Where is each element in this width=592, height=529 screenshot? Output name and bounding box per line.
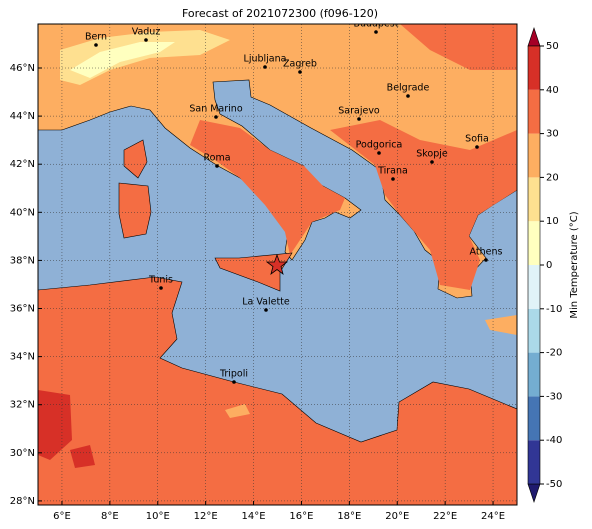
city-dot xyxy=(391,177,395,181)
colorbar-tick-label: 30 xyxy=(546,129,559,140)
location-star xyxy=(265,253,289,276)
x-tick-label: 12°E xyxy=(194,511,218,522)
city-label: Tripoli xyxy=(219,369,248,380)
city-label: Bern xyxy=(85,32,107,43)
x-tick-label: 24°E xyxy=(481,511,505,522)
graticule xyxy=(38,24,517,505)
x-tick-label: 14°E xyxy=(242,511,266,522)
hot-zone xyxy=(38,390,72,460)
city-label: Vaduz xyxy=(132,27,161,38)
warm-zone xyxy=(400,24,517,70)
city-label: Skopje xyxy=(416,149,448,160)
colorbar-band xyxy=(528,352,540,397)
colorbar-band xyxy=(528,221,540,265)
city-label: Zagreb xyxy=(283,59,317,70)
x-tick-label: 8°E xyxy=(101,511,119,522)
city-label: La Valette xyxy=(242,297,290,308)
city-label: Sarajevo xyxy=(338,106,380,117)
sardinia xyxy=(118,182,152,239)
title: Forecast of 2021072300 (f096-120) xyxy=(182,7,378,20)
x-tick-label: 10°E xyxy=(146,511,170,522)
warm-zone xyxy=(190,120,345,255)
city-label: Ljubljana xyxy=(244,54,287,65)
colorbar-band xyxy=(528,177,540,222)
cold-zone xyxy=(70,42,175,78)
city-label: Belgrade xyxy=(387,83,430,94)
colorbar-tick-label: 10 xyxy=(546,216,559,227)
colorbar-tick-label: -40 xyxy=(546,435,562,446)
y-tick-label: 34°N xyxy=(10,352,35,363)
corsica xyxy=(123,139,148,179)
city-dot xyxy=(374,30,378,34)
map-frame xyxy=(37,23,518,506)
x-tick-label: 6°E xyxy=(53,511,71,522)
x-tick-label: 18°E xyxy=(337,511,361,522)
city-dot xyxy=(263,65,267,69)
city-dot xyxy=(475,145,479,149)
colorbar-extend-top xyxy=(527,27,541,47)
city-label: Sofia xyxy=(465,134,489,145)
city-dot xyxy=(264,308,268,312)
cool-zone xyxy=(225,404,250,418)
city-dot xyxy=(159,286,163,290)
city-label: Athens xyxy=(470,247,503,258)
colorbar-tick-label: -50 xyxy=(546,479,562,490)
y-tick-label: 28°N xyxy=(10,496,35,507)
city-dot xyxy=(406,94,410,98)
colorbar-band xyxy=(528,440,540,484)
colorbar-tick-label: 20 xyxy=(546,172,559,183)
colorbar-extend-bottom xyxy=(527,483,541,503)
city-label: Budapest xyxy=(354,19,399,30)
x-tick-label: 22°E xyxy=(433,511,457,522)
axis-ticks: 6°E 8°E 10°E 12°E 14°E 16°E 18°E 20°E 22°E 24°E 28… xyxy=(10,63,505,522)
colorbar-band xyxy=(528,89,540,134)
colorbar-tick-label: 40 xyxy=(546,85,559,96)
city-dot xyxy=(484,258,488,262)
colorbar-band xyxy=(528,308,540,353)
colorbar-band xyxy=(528,396,540,441)
colorbar-tick-label: -30 xyxy=(546,391,562,402)
colorbar-tick-label: 50 xyxy=(546,41,559,52)
city-dot xyxy=(215,164,219,168)
x-tick-label: 16°E xyxy=(289,511,313,522)
colorbar-band xyxy=(528,46,540,90)
hot-zone xyxy=(70,445,95,468)
y-tick-label: 36°N xyxy=(10,304,35,315)
y-tick-label: 40°N xyxy=(10,207,35,218)
y-tick-label: 32°N xyxy=(10,400,35,411)
city-label: Tunis xyxy=(148,275,173,286)
colorbar-band xyxy=(528,133,540,178)
city-label: Podgorica xyxy=(356,140,403,151)
y-tick-label: 30°N xyxy=(10,448,35,459)
city-dot xyxy=(357,117,361,121)
y-tick-label: 46°N xyxy=(10,63,35,74)
city-dot xyxy=(298,70,302,74)
colorbar-tick-label: -10 xyxy=(546,304,562,315)
city-dot xyxy=(430,160,434,164)
city-dot xyxy=(232,380,236,384)
city-dot xyxy=(377,151,381,155)
colorbar-tick-label: -20 xyxy=(546,348,562,359)
colorbar-band xyxy=(528,265,540,309)
city-dot xyxy=(144,38,148,42)
y-tick-label: 42°N xyxy=(10,159,35,170)
y-tick-label: 38°N xyxy=(10,255,35,266)
city-dot xyxy=(214,115,218,119)
colorbar: -50 -40 -30 -20 -10 0 10 20 30 40 50 xyxy=(527,27,562,503)
colorbar-tick-label: 0 xyxy=(546,260,552,271)
colorbar-label: Min Temperature (°C) xyxy=(569,211,580,318)
city-label: Tirana xyxy=(377,166,408,177)
city-label: Roma xyxy=(203,153,230,164)
city-dot xyxy=(94,43,98,47)
x-tick-label: 20°E xyxy=(385,511,409,522)
warm-zone xyxy=(330,120,517,290)
y-tick-label: 44°N xyxy=(10,111,35,122)
city-label: San Marino xyxy=(189,104,242,115)
